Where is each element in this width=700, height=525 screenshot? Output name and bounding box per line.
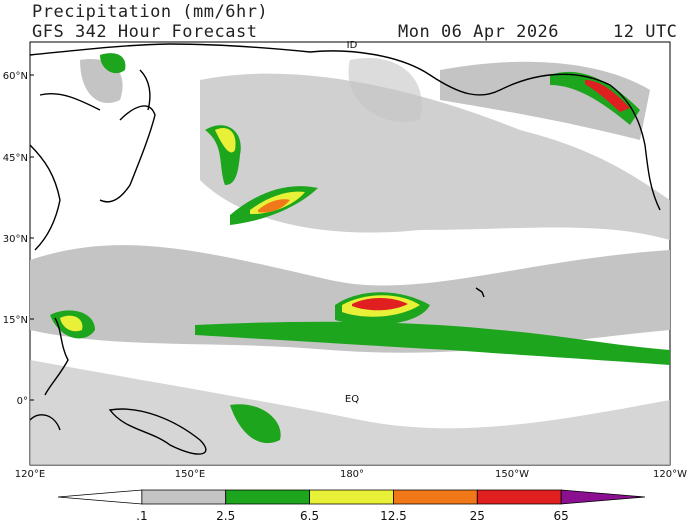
colorbar-label: 12.5 xyxy=(380,509,407,523)
time: 12 UTC xyxy=(613,22,677,42)
colorbar-swatch xyxy=(225,489,310,505)
colorbar-swatch xyxy=(57,489,143,505)
title: Precipitation (mm/6hr) xyxy=(32,2,268,22)
lat-label: 30°N xyxy=(3,234,28,245)
map: ID EQ xyxy=(29,40,671,466)
lon-label: 120°W xyxy=(653,469,687,480)
lat-label: 45°N xyxy=(3,153,28,164)
colorbar-label: 2.5 xyxy=(216,509,235,523)
colorbar-label: .1 xyxy=(136,509,147,523)
lat-label: 60°N xyxy=(3,71,28,82)
map-annotation: ID xyxy=(347,40,358,51)
lat-label: 15°N xyxy=(3,315,28,326)
precip-fields xyxy=(30,53,670,465)
colorbar-label: 25 xyxy=(470,509,485,523)
coastlines xyxy=(30,43,661,455)
map-annotation: EQ xyxy=(345,394,359,405)
date: Mon 06 Apr 2026 xyxy=(398,22,559,42)
colorbar-label: 6.5 xyxy=(300,509,319,523)
lon-label: 120°E xyxy=(15,469,45,480)
colorbar-swatch xyxy=(476,489,562,505)
lat-label: 0° xyxy=(17,396,28,407)
lon-label: 150°E xyxy=(175,469,205,480)
colorbar: .1 2.5 6.5 12.5 25 65 xyxy=(57,489,646,523)
colorbar-swatch xyxy=(141,489,227,505)
colorbar-label: 65 xyxy=(554,509,569,523)
lon-label: 150°W xyxy=(495,469,529,480)
subtitle: GFS 342 Hour Forecast xyxy=(32,22,257,42)
lon-label: 180° xyxy=(340,469,364,480)
colorbar-swatch xyxy=(309,489,394,505)
colorbar-swatch xyxy=(393,489,478,505)
axis-labels: 60°N 45°N 30°N 15°N 0° 120°E 150°E 180° 150°W 120… xyxy=(3,71,687,480)
colorbar-swatch xyxy=(560,489,646,505)
